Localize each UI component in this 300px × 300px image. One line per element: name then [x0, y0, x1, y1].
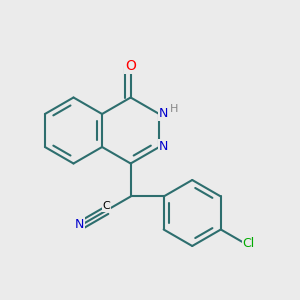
Text: N: N [159, 107, 168, 121]
Text: H: H [170, 104, 178, 115]
Text: O: O [125, 59, 136, 73]
Text: N: N [74, 218, 84, 231]
Text: Cl: Cl [243, 237, 255, 250]
Text: N: N [159, 140, 168, 154]
Text: C: C [103, 201, 110, 211]
